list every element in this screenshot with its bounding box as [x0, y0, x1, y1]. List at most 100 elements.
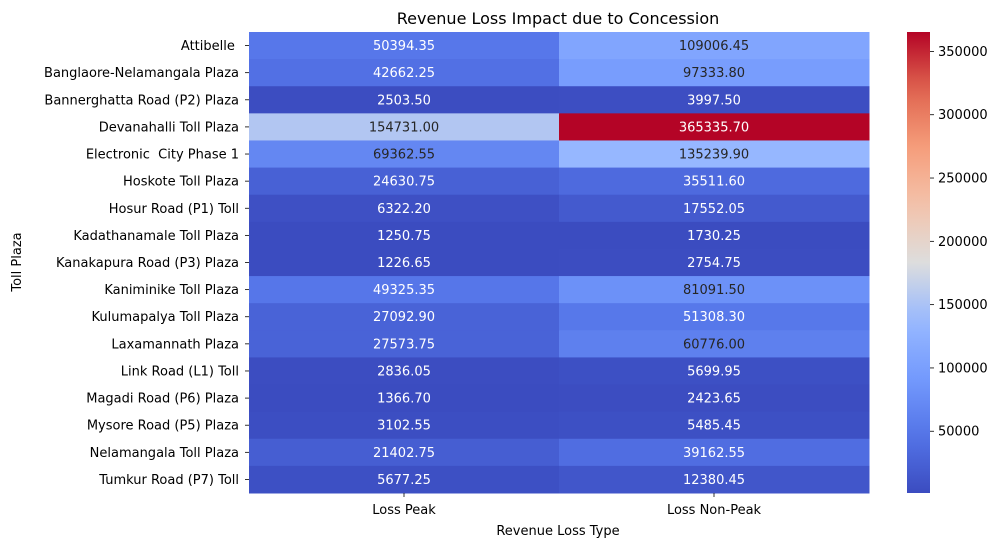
heatmap-cell	[249, 411, 560, 440]
y-axis-label: Toll Plaza	[10, 232, 25, 292]
cell-value-label: 6322.20	[377, 202, 431, 217]
heatmap-cell	[559, 384, 870, 413]
cell-value-label: 97333.80	[683, 66, 745, 81]
cell-value-label: 2503.50	[377, 93, 431, 108]
cell-value-label: 5699.95	[687, 364, 741, 379]
cell-value-label: 109006.45	[679, 39, 749, 54]
cell-value-label: 1366.70	[377, 392, 431, 407]
heatmap-cell	[559, 248, 870, 277]
heatmap-cell	[559, 465, 870, 494]
cell-value-label: 60776.00	[683, 337, 745, 352]
cell-value-label: 3102.55	[377, 419, 431, 434]
row-label: Devanahalli Toll Plaza	[99, 120, 239, 135]
heatmap-cell	[559, 86, 870, 114]
cell-value-label: 27092.90	[373, 310, 435, 325]
heatmap-cell	[559, 32, 870, 60]
x-axis-label: Revenue Loss Type	[496, 524, 619, 539]
row-label: Hoskote Toll Plaza	[123, 175, 239, 190]
cell-value-label: 24630.75	[373, 175, 435, 190]
cell-value-label: 81091.50	[683, 283, 745, 298]
cell-value-label: 51308.30	[683, 310, 745, 325]
row-label: Mysore Road (P5) Plaza	[87, 419, 239, 434]
cell-value-label: 365335.70	[679, 120, 749, 135]
cell-value-label: 154731.00	[369, 120, 439, 135]
heatmap-cell	[559, 357, 870, 386]
heatmap-cell	[249, 465, 560, 494]
row-label: Bannerghatta Road (P2) Plaza	[44, 93, 239, 108]
heatmap-cells: 50394.35 109006.45 42662.25 97333.80 2503.50…	[249, 32, 870, 494]
colorbar-gradient	[907, 32, 930, 493]
heatmap-cell	[249, 276, 560, 304]
cell-value-label: 50394.35	[373, 39, 435, 54]
column-label: Loss Non-Peak	[667, 503, 762, 518]
heatmap-cell	[249, 303, 560, 331]
colorbar-tick-label: 350000	[938, 45, 988, 60]
cell-value-label: 42662.25	[373, 66, 435, 81]
cell-value-label: 1730.25	[687, 229, 741, 244]
column-label: Loss Peak	[372, 503, 436, 518]
cell-value-label: 2836.05	[377, 364, 431, 379]
cell-value-label: 135239.90	[679, 148, 749, 163]
row-label: Tumkur Road (P7) Toll	[98, 473, 239, 488]
colorbar-tick-label: 50000	[938, 425, 979, 440]
row-label: Kaniminike Toll Plaza	[104, 283, 239, 298]
colorbar: 50000 100000 150000 200000 250000 300000 35000…	[907, 32, 988, 493]
heatmap-cell	[559, 140, 870, 169]
heatmap-cell	[249, 248, 560, 277]
heatmap-cell	[249, 32, 560, 60]
heatmap-cell	[249, 357, 560, 386]
heatmap-cell	[249, 140, 560, 169]
cell-value-label: 2754.75	[687, 256, 741, 271]
cell-value-label: 1250.75	[377, 229, 431, 244]
heatmap-cell	[559, 330, 870, 358]
heatmap-cell	[249, 86, 560, 114]
cell-value-label: 49325.35	[373, 283, 435, 298]
heatmap-cell	[249, 384, 560, 413]
cell-value-label: 3997.50	[687, 93, 741, 108]
cell-value-label: 5677.25	[377, 473, 431, 488]
row-label: Magadi Road (P6) Plaza	[86, 392, 239, 407]
row-label: Laxamannath Plaza	[111, 337, 239, 352]
row-label: Kulumapalya Toll Plaza	[92, 310, 239, 325]
heatmap-cell	[249, 221, 560, 250]
cell-value-label: 21402.75	[373, 446, 435, 461]
colorbar-tick-label: 150000	[938, 298, 988, 313]
cell-value-label: 35511.60	[683, 175, 745, 190]
heatmap-cell	[559, 194, 870, 223]
heatmap-cell	[559, 438, 870, 467]
heatmap-cell	[559, 167, 870, 196]
row-tick-labels: Attibelle Banglaore-Nelamangala Plaza Ban…	[44, 39, 249, 488]
row-label: Kadathanamale Toll Plaza	[73, 229, 239, 244]
cell-value-label: 2423.65	[687, 392, 741, 407]
heatmap-cell	[249, 330, 560, 358]
row-label: Electronic City Phase 1	[86, 148, 239, 163]
heatmap-cell	[559, 221, 870, 250]
row-label: Kanakapura Road (P3) Plaza	[56, 256, 239, 271]
cell-value-label: 27573.75	[373, 337, 435, 352]
heatmap-cell	[249, 113, 560, 141]
row-label: Nelamangala Toll Plaza	[90, 446, 239, 461]
colorbar-tick-label: 100000	[938, 361, 988, 376]
heatmap-cell	[249, 167, 560, 196]
row-label: Banglaore-Nelamangala Plaza	[44, 66, 239, 81]
heatmap-cell	[559, 411, 870, 440]
row-label: Hosur Road (P1) Toll	[109, 202, 239, 217]
row-label: Link Road (L1) Toll	[121, 364, 239, 379]
chart-title: Revenue Loss Impact due to Concession	[397, 9, 720, 28]
colorbar-tick-label: 200000	[938, 235, 988, 250]
cell-value-label: 17552.05	[683, 202, 745, 217]
colorbar-tick-label: 300000	[938, 108, 988, 123]
cell-value-label: 1226.65	[377, 256, 431, 271]
cell-value-label: 69362.55	[373, 148, 435, 163]
heatmap-cell	[559, 113, 870, 141]
heatmap-cell	[559, 59, 870, 87]
heatmap-cell	[559, 276, 870, 304]
cell-value-label: 39162.55	[683, 446, 745, 461]
heatmap-cell	[249, 194, 560, 223]
colorbar-tick-label: 250000	[938, 172, 988, 187]
cell-value-label: 12380.45	[683, 473, 745, 488]
cell-value-label: 5485.45	[687, 419, 741, 434]
heatmap-cell	[249, 59, 560, 87]
